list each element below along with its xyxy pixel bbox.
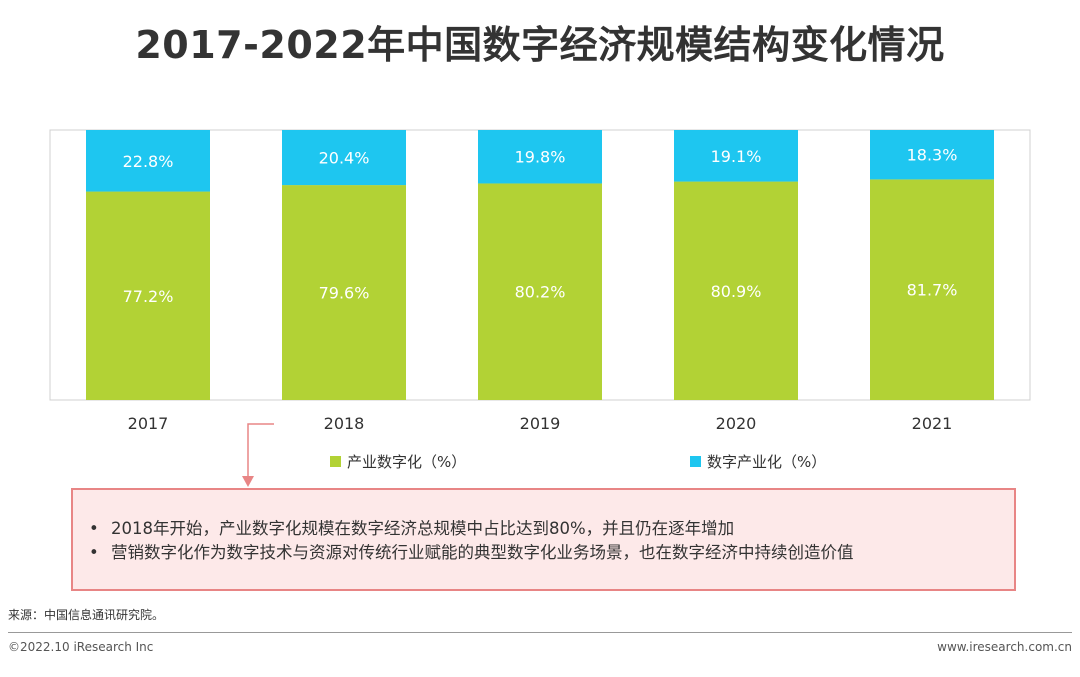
legend-label: 数字产业化（%） bbox=[707, 453, 827, 471]
x-tick-label: 2020 bbox=[716, 414, 757, 433]
bar-industry-digitalization bbox=[478, 183, 602, 400]
data-label: 80.2% bbox=[515, 283, 566, 302]
data-label: 79.6% bbox=[319, 284, 370, 303]
footer-divider bbox=[8, 632, 1072, 633]
bar-industry-digitalization bbox=[870, 179, 994, 400]
data-label: 77.2% bbox=[123, 287, 174, 306]
data-label: 22.8% bbox=[123, 152, 174, 171]
data-label: 18.3% bbox=[907, 146, 958, 165]
bar-industry-digitalization bbox=[674, 181, 798, 400]
x-tick-label: 2021 bbox=[912, 414, 953, 433]
legend-item-digital-industrialization: 数字产业化（%） bbox=[690, 451, 826, 472]
x-tick-label: 2019 bbox=[520, 414, 561, 433]
page-title: 2017-2022年中国数字经济规模结构变化情况 bbox=[135, 23, 945, 67]
bar-digital-industrialization bbox=[282, 130, 406, 186]
callout-pointer-line bbox=[247, 423, 274, 478]
legend-item-industry-digitalization: 产业数字化（%） bbox=[330, 451, 466, 472]
data-label: 20.4% bbox=[319, 149, 370, 168]
stacked-bar-chart: 77.2% 22.8% 2017 79.6% 20.4% 2018 80.2% 19.8% 20… bbox=[49, 129, 1031, 487]
insight-point: 营销数字化作为数字技术与资源对传统行业赋能的典型数字化业务场景，也在数字经济中持… bbox=[89, 541, 1014, 565]
source-note: 来源：中国信息通讯研究院。 bbox=[8, 608, 165, 622]
bar-industry-digitalization bbox=[282, 185, 406, 400]
insight-point: 2018年开始，产业数字化规模在数字经济总规模中占比达到80%，并且仍在逐年增加 bbox=[89, 517, 1014, 541]
data-label: 81.7% bbox=[907, 281, 958, 300]
bar-digital-industrialization bbox=[674, 130, 798, 182]
bar-industry-digitalization bbox=[86, 191, 210, 400]
callout-pointer-arrow bbox=[242, 476, 254, 487]
data-label: 19.1% bbox=[711, 147, 762, 166]
x-tick-label: 2018 bbox=[324, 414, 365, 433]
legend-label: 产业数字化（%） bbox=[347, 453, 467, 471]
copyright: ©2022.10 iResearch Inc bbox=[8, 640, 154, 654]
data-label: 80.9% bbox=[711, 282, 762, 301]
bar-digital-industrialization bbox=[870, 130, 994, 180]
bar-digital-industrialization bbox=[86, 130, 210, 192]
x-tick-label: 2017 bbox=[128, 414, 169, 433]
website-link[interactable]: www.iresearch.com.cn bbox=[937, 640, 1072, 654]
legend-swatch bbox=[690, 456, 701, 467]
legend-swatch bbox=[330, 456, 341, 467]
bar-digital-industrialization bbox=[478, 130, 602, 184]
data-label: 19.8% bbox=[515, 148, 566, 167]
insight-callout: 2018年开始，产业数字化规模在数字经济总规模中占比达到80%，并且仍在逐年增加… bbox=[71, 488, 1016, 591]
